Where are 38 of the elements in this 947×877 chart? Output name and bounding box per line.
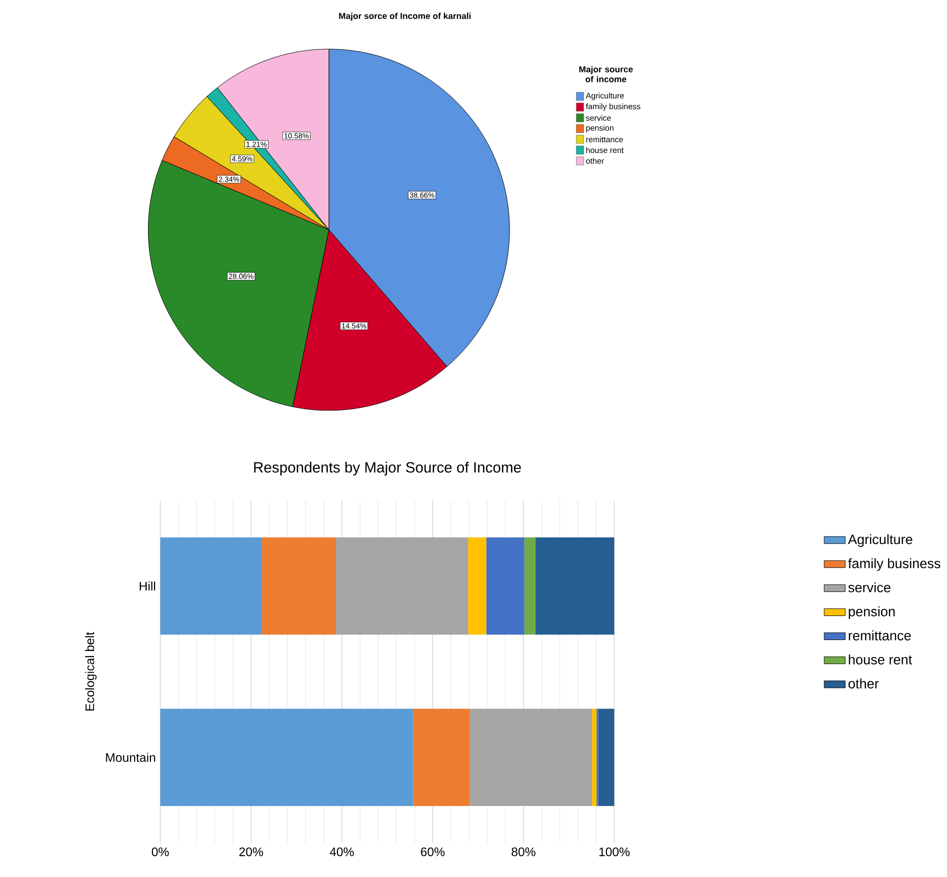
bar — [486, 537, 524, 634]
legend-label: house rent — [848, 654, 912, 664]
legend-label: service — [848, 582, 890, 592]
legend-label: pension — [586, 124, 614, 132]
x-tick-label: 80% — [512, 847, 536, 856]
bar — [160, 537, 262, 634]
chart-title: Respondents by Major Source of Income — [254, 462, 521, 476]
x-tick-label: 100% — [599, 847, 630, 856]
legend-label: service — [586, 114, 611, 121]
bar — [413, 708, 470, 806]
legend-label: other — [848, 678, 879, 688]
bar — [470, 708, 592, 806]
bar — [524, 537, 536, 634]
bar — [598, 708, 614, 806]
y-tick-label: Hill — [140, 581, 156, 590]
legend-label: pension — [848, 606, 895, 619]
legend-label: family business — [586, 103, 640, 111]
legend-label: family business — [848, 558, 940, 571]
legend-label: other — [586, 158, 604, 164]
legend-label: remittance — [586, 136, 623, 142]
legend-label: Agriculture — [586, 92, 624, 100]
bar — [262, 537, 336, 634]
y-tick-label: Mountain — [106, 752, 156, 762]
bar — [160, 708, 414, 806]
x-tick-label: 20% — [239, 847, 264, 856]
bar — [336, 537, 468, 634]
legend-label: remittance — [848, 630, 911, 640]
x-tick-label: 0% — [152, 847, 169, 856]
y-axis-title: Ecological belt — [85, 632, 97, 710]
chart-title: Major sorce of Income of karnali — [339, 12, 471, 21]
bar — [535, 537, 614, 634]
legend-label: house rent — [586, 146, 624, 153]
bar — [592, 708, 597, 806]
legend-label: Agriculture — [848, 534, 912, 547]
legend-title: Major source of income — [579, 66, 633, 82]
x-tick-label: 60% — [420, 847, 445, 856]
x-tick-label: 40% — [330, 847, 354, 856]
bar — [468, 537, 486, 634]
